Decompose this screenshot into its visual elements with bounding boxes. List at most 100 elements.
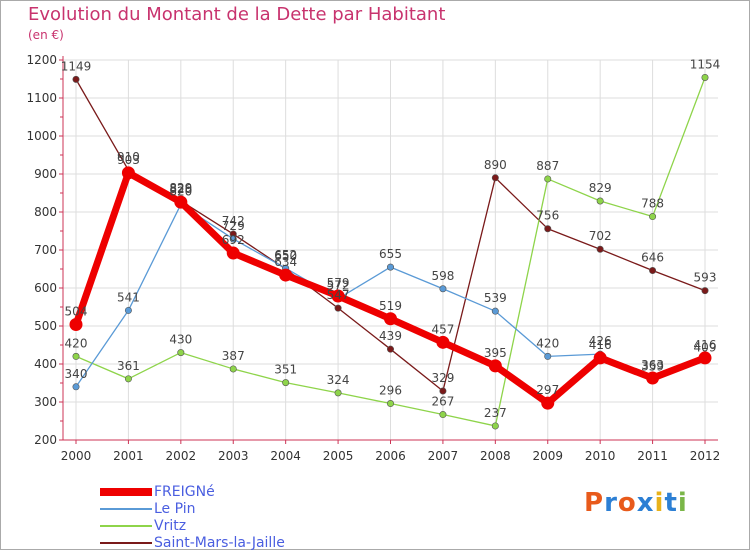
- data-point: [229, 235, 237, 243]
- data-label: 646: [641, 251, 664, 265]
- data-point: [491, 307, 499, 315]
- data-point: [386, 400, 394, 408]
- data-label: 267: [431, 395, 454, 409]
- data-point: [544, 352, 552, 360]
- data-label: 420: [65, 336, 88, 350]
- data-label: 361: [117, 359, 140, 373]
- x-tick-label: 2001: [113, 449, 144, 463]
- x-tick-label: 2002: [166, 449, 197, 463]
- data-label: 650: [274, 249, 297, 263]
- data-label: 820: [169, 184, 192, 198]
- data-label: 541: [117, 290, 140, 304]
- data-label: 788: [641, 197, 664, 211]
- data-point: [439, 285, 447, 293]
- y-tick-label: 200: [34, 433, 57, 447]
- data-label: 395: [484, 346, 507, 360]
- data-point: [72, 383, 80, 391]
- data-point: [701, 73, 709, 81]
- data-label: 692: [222, 233, 245, 247]
- data-point: [279, 268, 293, 282]
- data-point: [701, 287, 709, 295]
- data-point: [386, 345, 394, 353]
- legend-swatch: [100, 507, 152, 510]
- y-tick-label: 600: [34, 281, 57, 295]
- data-label: 829: [589, 181, 612, 195]
- legend-label: Le Pin: [154, 500, 196, 517]
- data-point: [69, 317, 83, 331]
- x-tick-label: 2009: [532, 449, 563, 463]
- data-label: 572: [327, 279, 350, 293]
- legend-item: Le Pin: [100, 500, 285, 517]
- y-tick-label: 1000: [26, 129, 57, 143]
- data-point: [596, 245, 604, 253]
- data-label: 340: [65, 367, 88, 381]
- data-point: [384, 312, 397, 326]
- legend-item: Vritz: [100, 517, 285, 534]
- data-point: [541, 396, 555, 410]
- data-label: 519: [379, 299, 402, 313]
- data-point: [491, 422, 499, 430]
- data-point: [596, 197, 604, 205]
- data-point: [439, 387, 447, 395]
- legend-item: Saint-Mars-la-Jaille: [100, 534, 285, 551]
- data-label: 416: [589, 338, 612, 352]
- y-tick-label: 800: [34, 205, 57, 219]
- y-tick-label: 300: [34, 395, 57, 409]
- y-tick-label: 900: [34, 167, 57, 181]
- data-label: 297: [536, 383, 559, 397]
- data-label: 363: [641, 358, 664, 372]
- data-point: [698, 351, 712, 365]
- y-tick-label: 700: [34, 243, 57, 257]
- data-label: 416: [694, 338, 717, 352]
- x-tick-label: 2011: [637, 449, 668, 463]
- data-label: 430: [169, 333, 192, 347]
- data-point: [282, 379, 290, 387]
- x-tick-label: 2012: [690, 449, 721, 463]
- data-label: 296: [379, 384, 402, 398]
- proxiti-logo: Proxiti: [584, 488, 688, 518]
- data-point: [646, 371, 660, 385]
- data-label: 903: [117, 153, 140, 167]
- data-point: [229, 365, 237, 373]
- data-label: 826: [169, 182, 192, 196]
- axes: 200 300 400 500 600 700 800 900 1000 1100 1200 2000…: [26, 53, 720, 463]
- data-label: 887: [536, 159, 559, 173]
- data-label: 439: [379, 329, 402, 343]
- data-point: [72, 352, 80, 360]
- data-label: 652: [274, 248, 297, 262]
- data-label: 547: [327, 288, 350, 302]
- data-label: 504: [65, 304, 88, 318]
- data-point: [386, 263, 394, 271]
- data-point: [174, 195, 188, 209]
- data-label: 409: [694, 341, 717, 355]
- legend-label: Saint-Mars-la-Jaille: [154, 534, 285, 551]
- data-label: 426: [589, 334, 612, 348]
- data-point: [439, 411, 447, 419]
- x-tick-label: 2004: [270, 449, 301, 463]
- data-point: [491, 174, 499, 182]
- data-label: 655: [379, 247, 402, 261]
- chart-subtitle: (en €): [28, 28, 64, 42]
- data-point: [124, 375, 132, 383]
- data-point: [334, 304, 342, 312]
- data-point: [121, 166, 135, 180]
- data-label: 829: [169, 181, 192, 195]
- data-point: [226, 246, 240, 260]
- data-point: [72, 75, 80, 83]
- y-tick-label: 400: [34, 357, 57, 371]
- x-tick-label: 2006: [375, 449, 406, 463]
- x-tick-label: 2005: [323, 449, 354, 463]
- data-point: [544, 175, 552, 183]
- legend-label: FREIGNé: [154, 483, 215, 500]
- data-label: 1154: [690, 57, 721, 71]
- data-label: 387: [222, 349, 245, 363]
- x-tick-label: 2003: [218, 449, 249, 463]
- data-label: 457: [431, 322, 454, 336]
- data-point: [649, 267, 657, 275]
- legend-swatch: [100, 541, 152, 544]
- data-label: 890: [484, 158, 507, 172]
- data-point: [436, 335, 450, 349]
- x-tick-label: 2010: [585, 449, 616, 463]
- data-label: 359: [641, 360, 664, 374]
